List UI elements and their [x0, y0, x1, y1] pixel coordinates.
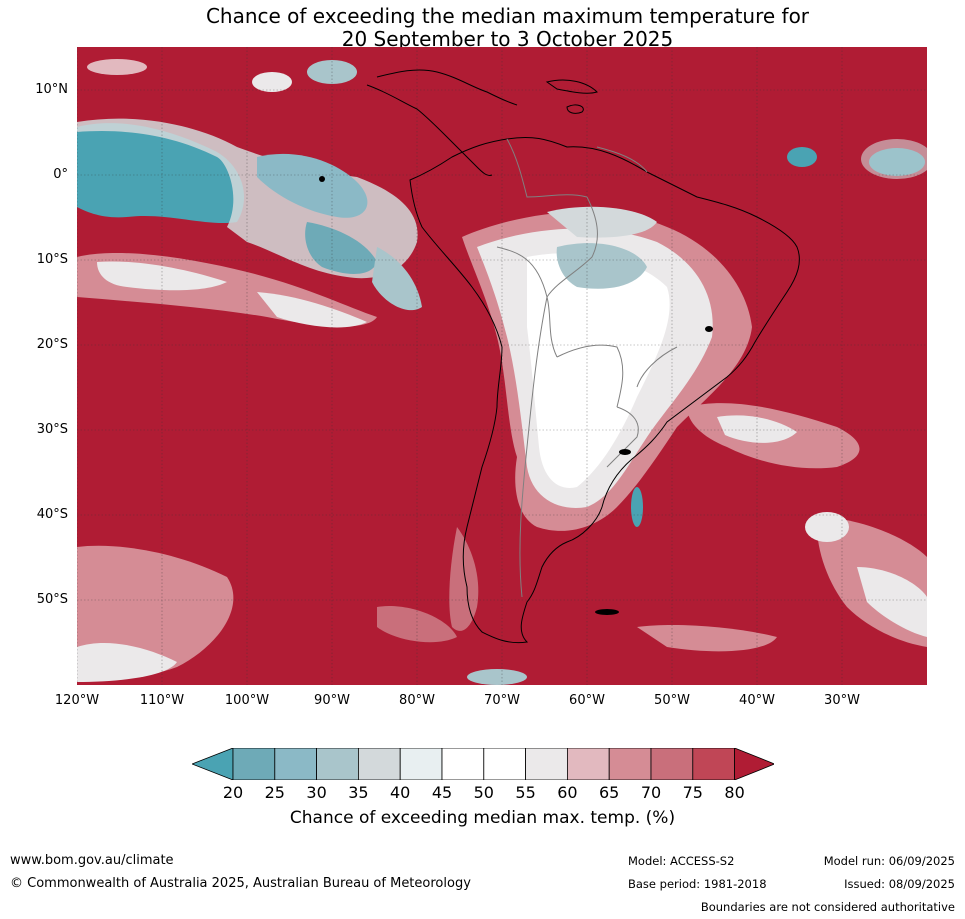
lat-label-50s: 50°S	[36, 592, 68, 607]
probability-zones	[77, 59, 927, 685]
colorbar-segment	[692, 748, 735, 780]
disclaimer-text: Boundaries are not considered authoritat…	[700, 900, 955, 914]
colorbar-tick-label: 35	[348, 783, 369, 802]
country-borders	[496, 138, 678, 598]
colorbar-label: Chance of exceeding median max. temp. (%…	[289, 808, 676, 828]
south-america-coastline	[409, 136, 800, 644]
colorbar-segment	[483, 748, 526, 780]
colorbar-tick-label: 75	[682, 783, 703, 802]
lon-label-70w: 70°W	[484, 693, 520, 708]
colorbar-tick-label: 50	[473, 783, 494, 802]
title-line-2: 20 September to 3 October 2025	[341, 27, 674, 51]
colorbar-segment	[608, 748, 652, 780]
lon-label-90w: 90°W	[314, 693, 350, 708]
colorbar-tick-label: 45	[431, 783, 453, 802]
lat-label-40s: 40°S	[36, 507, 68, 522]
temperature-probability-map	[77, 47, 927, 685]
map-title: Chance of exceeding the median maximum t…	[0, 5, 965, 51]
lon-label-120w: 120°W	[54, 693, 100, 708]
colorbar-segment	[399, 748, 443, 780]
lat-label-20s: 20°S	[36, 337, 68, 352]
lon-label-110w: 110°W	[139, 693, 185, 708]
colorbar-tick-label: 20	[222, 783, 244, 802]
website-link[interactable]: www.bom.gov.au/climate	[10, 853, 174, 868]
lat-label-30s: 30°S	[36, 422, 68, 437]
colorbar-segments	[192, 748, 774, 780]
gridlines	[77, 47, 927, 685]
coastlines	[366, 69, 800, 644]
colorbar-tick-label: 70	[640, 783, 662, 802]
model-run-text: Model run: 06/09/2025	[823, 854, 955, 868]
lat-label-10s: 10°S	[36, 252, 68, 267]
colorbar-under-arrow	[192, 748, 234, 780]
colorbar-segment	[232, 748, 276, 780]
colorbar-over-arrow	[734, 748, 774, 780]
colorbar-segment	[316, 748, 359, 780]
colorbar-segment	[274, 748, 318, 780]
base-period-text: Base period: 1981-2018	[628, 877, 767, 891]
colorbar-segment	[357, 748, 401, 780]
lat-label-0: 0°	[53, 167, 68, 182]
colorbar-tick-label: 40	[390, 783, 411, 802]
central-america-coastline	[366, 84, 493, 176]
lat-label-10n: 10°N	[35, 82, 68, 97]
colorbar	[192, 748, 774, 780]
copyright-text: © Commonwealth of Australia 2025, Austra…	[10, 876, 471, 891]
colorbar-segment	[441, 748, 485, 780]
colorbar-tick-label: 60	[557, 783, 578, 802]
lon-label-50w: 50°W	[654, 693, 690, 708]
colorbar-tick-label: 65	[599, 783, 620, 802]
lon-label-40w: 40°W	[739, 693, 775, 708]
title-line-1: Chance of exceeding the median maximum t…	[205, 4, 810, 28]
colorbar-segment	[650, 748, 694, 780]
lon-label-80w: 80°W	[399, 693, 435, 708]
colorbar-tick-label: 55	[515, 783, 536, 802]
model-text: Model: ACCESS-S2	[628, 854, 735, 868]
colorbar-tick-label: 30	[306, 783, 327, 802]
islands	[319, 176, 713, 615]
lon-label-60w: 60°W	[569, 693, 605, 708]
colorbar-segment	[525, 748, 568, 780]
issued-text: Issued: 08/09/2025	[844, 877, 955, 891]
colorbar-tick-label: 80	[724, 783, 745, 802]
lon-label-30w: 30°W	[824, 693, 860, 708]
lon-label-100w: 100°W	[224, 693, 270, 708]
colorbar-tick-label: 25	[264, 783, 285, 802]
colorbar-segment	[566, 748, 610, 780]
